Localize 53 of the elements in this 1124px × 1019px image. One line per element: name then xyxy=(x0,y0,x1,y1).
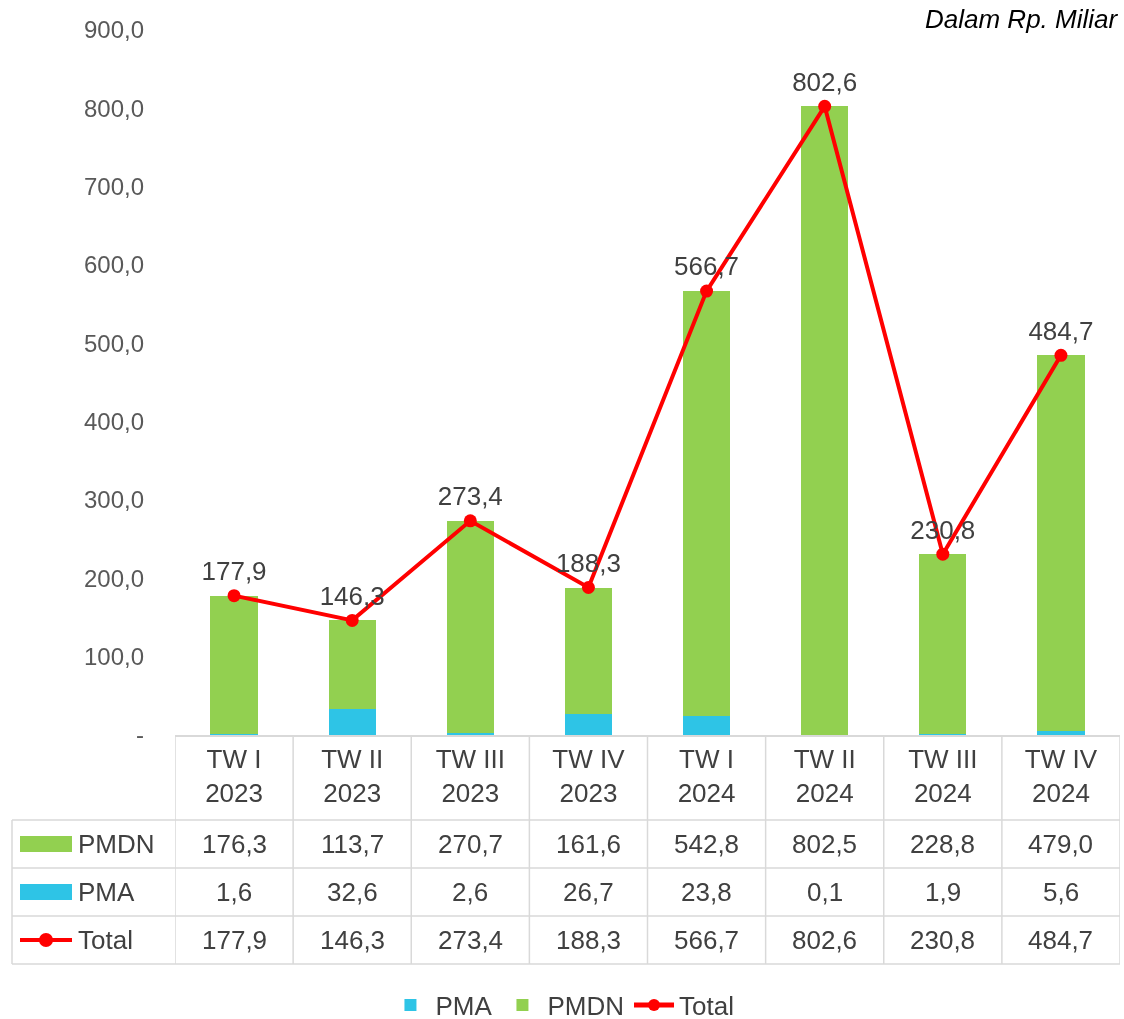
data-label: 566,7 xyxy=(674,925,740,955)
data-label: 802,5 xyxy=(792,829,858,859)
data-label: 1,9 xyxy=(925,877,962,907)
x-tick-label: TW II 2024 xyxy=(793,743,856,808)
y-tick-label: 800,0 xyxy=(83,94,144,122)
x-tick-label: TW III 2023 xyxy=(435,743,505,808)
data-label: 113,7 xyxy=(321,829,385,859)
data-label: 177,9 xyxy=(202,925,268,955)
y-tick-label: 900,0 xyxy=(83,16,144,44)
y-tick-label: 200,0 xyxy=(83,564,144,592)
x-tick-label: TW I 2024 xyxy=(677,743,736,808)
data-label: 484,7 xyxy=(1028,925,1094,955)
data-label: 1,6 xyxy=(216,877,253,907)
legend-label: Total xyxy=(78,925,133,955)
y-tick-label: 600,0 xyxy=(83,251,144,279)
data-label: 479,0 xyxy=(1028,829,1094,859)
data-label: 230,8 xyxy=(910,925,976,955)
y-tick-label: 300,0 xyxy=(83,486,144,514)
x-tick-label: TW I 2023 xyxy=(205,743,263,808)
data-label: 0,1 xyxy=(807,877,844,907)
data-label: 176,3 xyxy=(202,829,268,859)
data-label: 542,8 xyxy=(674,829,740,859)
x-tick-label: TW II 2023 xyxy=(321,743,384,808)
annotation: Dalam Rp. Miliar xyxy=(925,4,1119,34)
x-tick-label: TW IV 2023 xyxy=(552,743,626,808)
data-label: 161,6 xyxy=(556,829,622,859)
data-label: 32,6 xyxy=(327,877,378,907)
data-label: 2,6 xyxy=(452,877,489,907)
x-tick-label: TW III 2024 xyxy=(908,743,978,808)
data-label: 273,4 xyxy=(438,925,504,955)
legend-label: PMDN xyxy=(78,829,155,859)
data-label: 146,3 xyxy=(320,925,386,955)
data-label: 5,6 xyxy=(1043,877,1080,907)
data-label: 270,7 xyxy=(438,829,504,859)
y-tick-label: 500,0 xyxy=(83,329,144,357)
text: Total xyxy=(679,991,734,1019)
data-label: 26,7 xyxy=(563,877,614,907)
text: 802,6 xyxy=(792,66,858,97)
text: 177,9 xyxy=(201,556,267,587)
legend-label: PMA xyxy=(78,877,135,907)
data-label: 802,6 xyxy=(792,925,858,955)
x-tick-label: TW IV 2024 xyxy=(1024,743,1098,808)
text: PMA xyxy=(435,991,492,1019)
y-tick-label: 100,0 xyxy=(83,643,144,671)
data-label: 228,8 xyxy=(910,829,976,859)
y-tick-label: - xyxy=(136,721,144,749)
text: PMDN xyxy=(547,991,625,1019)
data-label: 188,3 xyxy=(556,925,622,955)
text: 484,7 xyxy=(1028,315,1094,346)
y-tick-label: 400,0 xyxy=(83,408,144,436)
data-label: 23,8 xyxy=(681,877,732,907)
y-tick-label: 700,0 xyxy=(83,173,144,201)
text: 273,4 xyxy=(437,481,503,512)
